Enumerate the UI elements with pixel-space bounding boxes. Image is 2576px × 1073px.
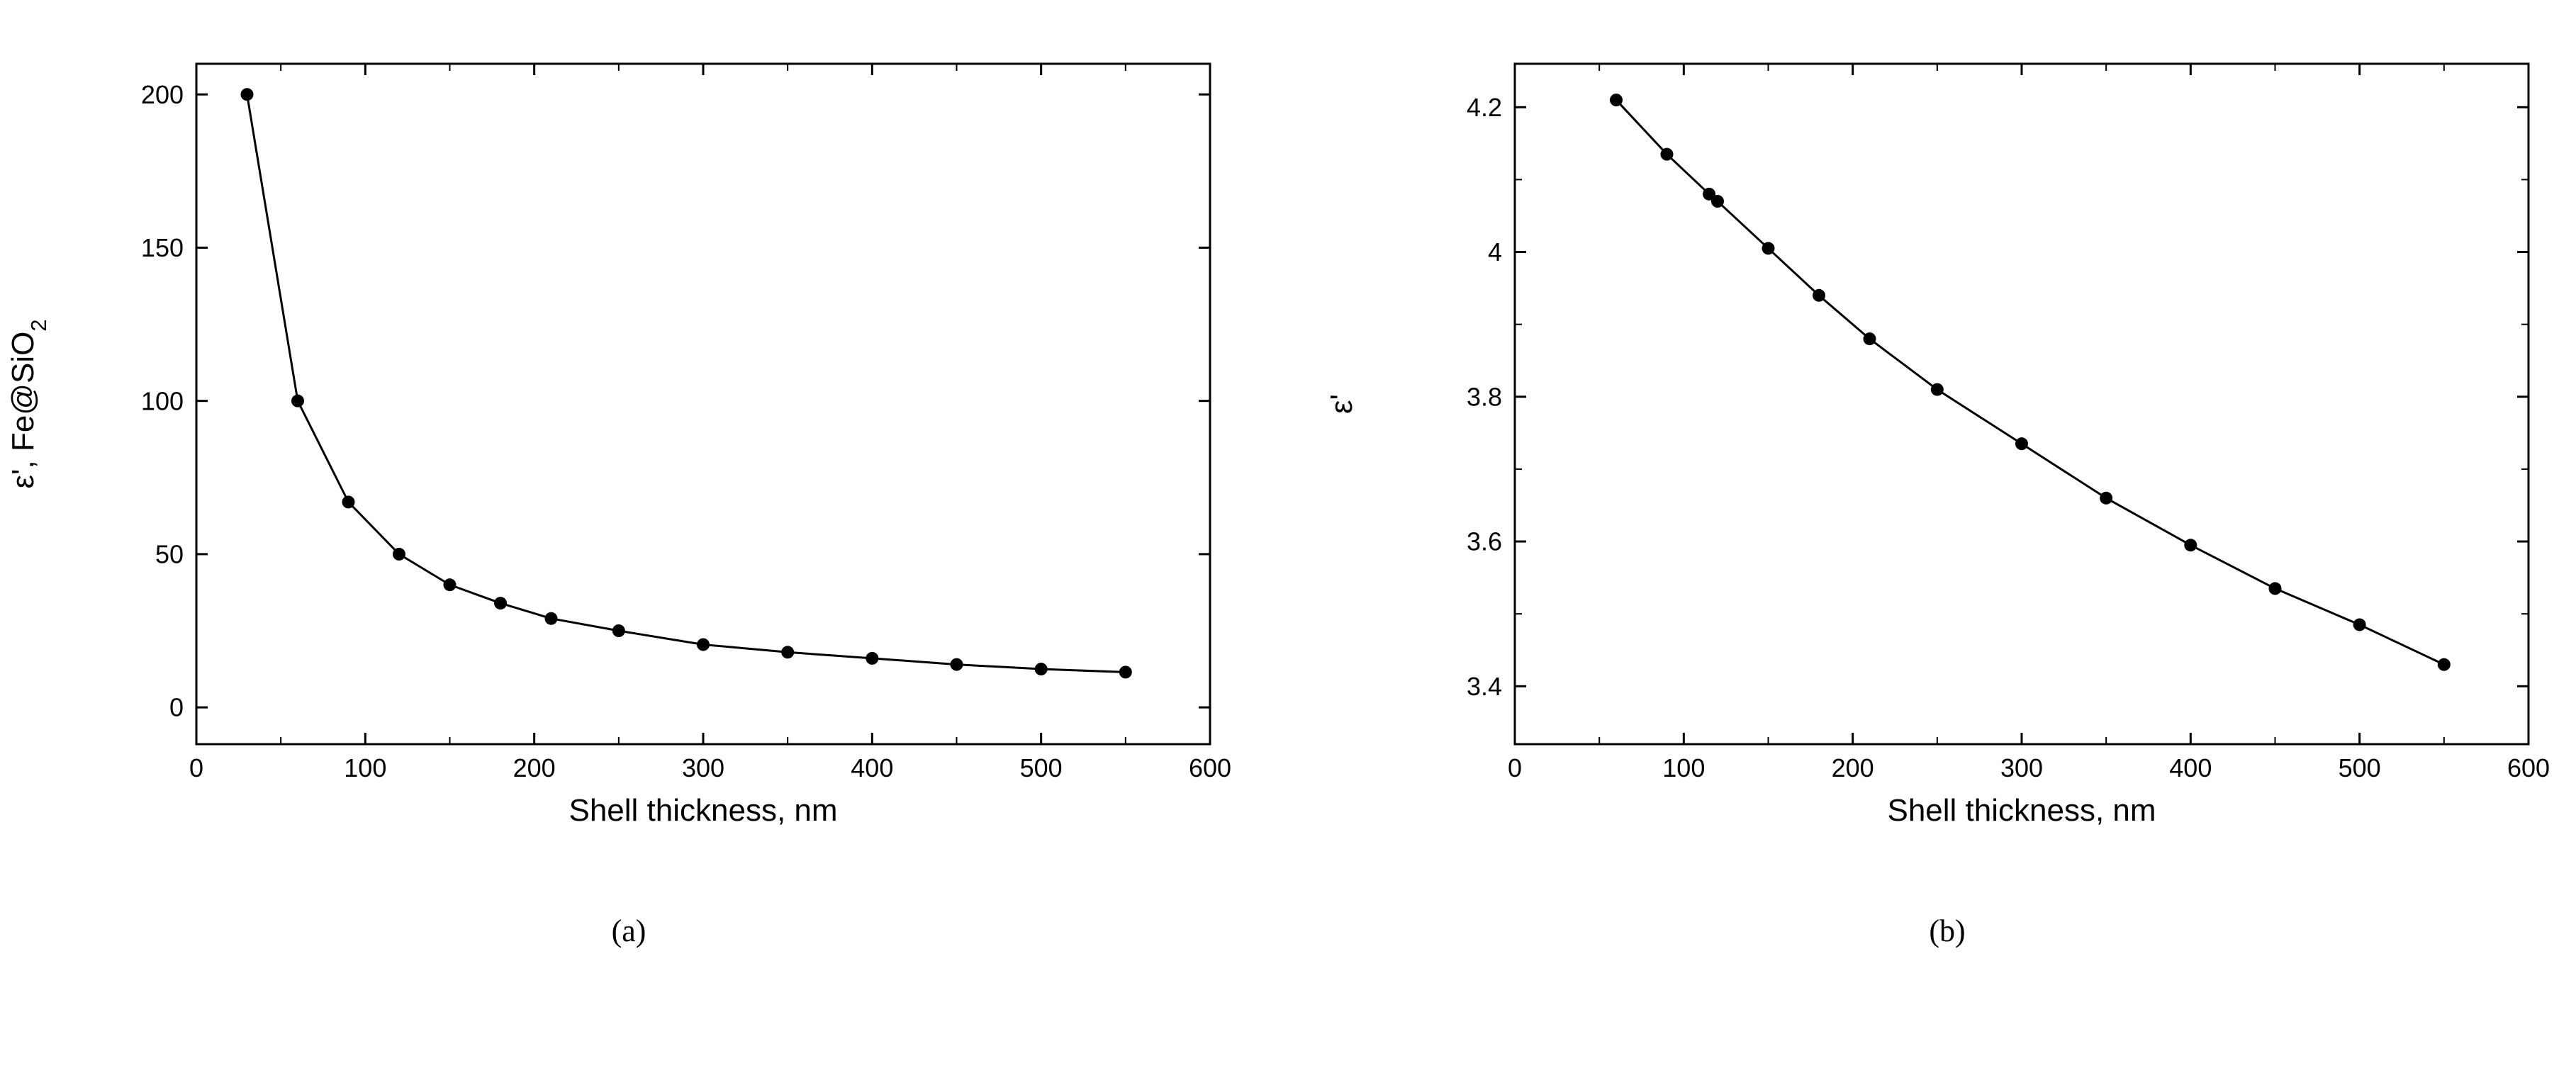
svg-text:0: 0 (189, 753, 203, 782)
caption-b: (b) (1929, 913, 1965, 949)
svg-text:4.2: 4.2 (1467, 93, 1502, 122)
svg-text:3.8: 3.8 (1467, 382, 1502, 411)
svg-text:0: 0 (169, 693, 184, 722)
svg-text:500: 500 (1020, 753, 1063, 782)
panel-b: 0 100 200 300 400 500 600 3.4 3.6 3.8 4 4.2 Shell th… (1309, 14, 2576, 949)
svg-text:400: 400 (851, 753, 893, 782)
svg-text:4: 4 (1488, 237, 1502, 266)
caption-a: (a) (612, 913, 646, 949)
svg-text:400: 400 (2169, 753, 2212, 782)
chart-b: 0 100 200 300 400 500 600 3.4 3.6 3.8 4 4.2 Shell th… (1309, 14, 2576, 900)
svg-text:200: 200 (1832, 753, 1874, 782)
svg-text:3.6: 3.6 (1467, 527, 1502, 556)
panel-a: 0 100 200 300 400 500 600 0 50 100 150 200 Shell thi… (0, 14, 1267, 949)
svg-text:200: 200 (513, 753, 556, 782)
svg-text:Shell thickness, nm: Shell thickness, nm (569, 793, 837, 828)
svg-text:3.4: 3.4 (1467, 672, 1502, 701)
svg-text:100: 100 (141, 386, 184, 415)
svg-text:300: 300 (2000, 753, 2043, 782)
svg-text:0: 0 (1508, 753, 1522, 782)
svg-text:100: 100 (344, 753, 386, 782)
chart-a: 0 100 200 300 400 500 600 0 50 100 150 200 Shell thi… (0, 14, 1267, 900)
svg-text:200: 200 (141, 80, 184, 109)
svg-text:100: 100 (1662, 753, 1705, 782)
svg-text:600: 600 (1189, 753, 1231, 782)
svg-text:150: 150 (141, 233, 184, 262)
svg-text:ε', Fe@SiO2: ε', Fe@SiO2 (6, 320, 51, 489)
figure-row: 0 100 200 300 400 500 600 0 50 100 150 200 Shell thi… (0, 0, 2576, 956)
svg-text:500: 500 (2339, 753, 2381, 782)
svg-text:Shell thickness, nm: Shell thickness, nm (1887, 793, 2156, 828)
svg-text:300: 300 (682, 753, 724, 782)
svg-text:ε': ε' (1324, 394, 1359, 414)
svg-text:600: 600 (2507, 753, 2550, 782)
svg-text:50: 50 (155, 539, 184, 568)
